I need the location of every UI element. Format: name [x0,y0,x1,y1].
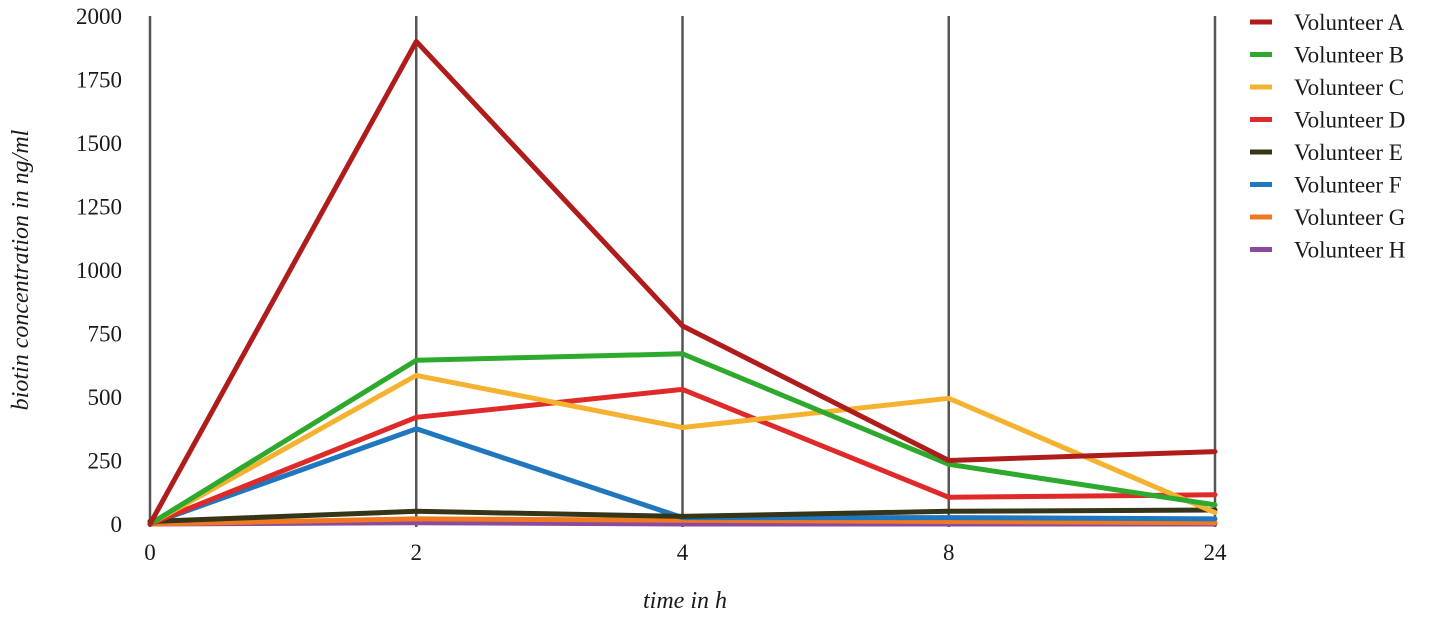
legend-label-volunteer-h: Volunteer H [1294,238,1405,263]
legend: Volunteer A Volunteer B Volunteer C Volunte… [1250,10,1405,263]
y-tick-label: 750 [88,322,123,347]
legend-label-volunteer-d: Volunteer D [1294,108,1405,133]
x-axis-title: time in h [643,588,727,614]
y-tick-label: 1000 [76,258,122,283]
grid-lines [148,16,1217,527]
x-tick-label: 2 [411,540,423,565]
series-lines [147,38,1218,527]
legend-label-volunteer-g: Volunteer G [1294,205,1405,230]
legend-label-volunteer-f: Volunteer F [1294,173,1402,198]
y-tick-label: 2000 [76,4,122,29]
x-tick-label: 4 [677,540,689,565]
legend-label-volunteer-a: Volunteer A [1294,10,1404,35]
y-tick-label: 250 [88,449,123,474]
y-tick-label: 1750 [76,68,122,93]
x-tick-label: 0 [144,540,156,565]
legend-label-volunteer-b: Volunteer B [1294,43,1404,68]
series-line-volunteer-e [147,507,1218,524]
series-line-volunteer-a [147,38,1218,527]
series-line-volunteer-d [147,386,1218,527]
x-tick-label: 24 [1204,540,1228,565]
series-line-volunteer-b [147,351,1218,527]
series-line-volunteer-g [147,516,1218,527]
legend-label-volunteer-e: Volunteer E [1294,140,1403,165]
x-tick-label: 8 [943,540,955,565]
y-tick-label: 1500 [76,131,122,156]
legend-label-volunteer-c: Volunteer C [1294,75,1404,100]
y-tick-label: 500 [88,385,123,410]
y-tick-label: 1250 [76,195,122,220]
y-tick-label: 0 [111,512,123,537]
y-axis-title: biotin concentration in ng/ml [8,129,34,410]
series-line-volunteer-c [147,372,1218,527]
